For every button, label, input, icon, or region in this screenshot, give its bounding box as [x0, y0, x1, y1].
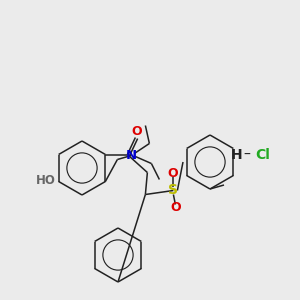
Text: O: O	[170, 201, 181, 214]
Text: O: O	[167, 167, 178, 180]
Text: O: O	[131, 125, 142, 138]
Text: Cl: Cl	[255, 148, 270, 162]
Text: S: S	[168, 184, 178, 197]
Text: H: H	[231, 148, 243, 162]
Text: –: –	[244, 148, 250, 162]
Text: HO: HO	[36, 174, 56, 187]
Text: N: N	[126, 149, 137, 162]
